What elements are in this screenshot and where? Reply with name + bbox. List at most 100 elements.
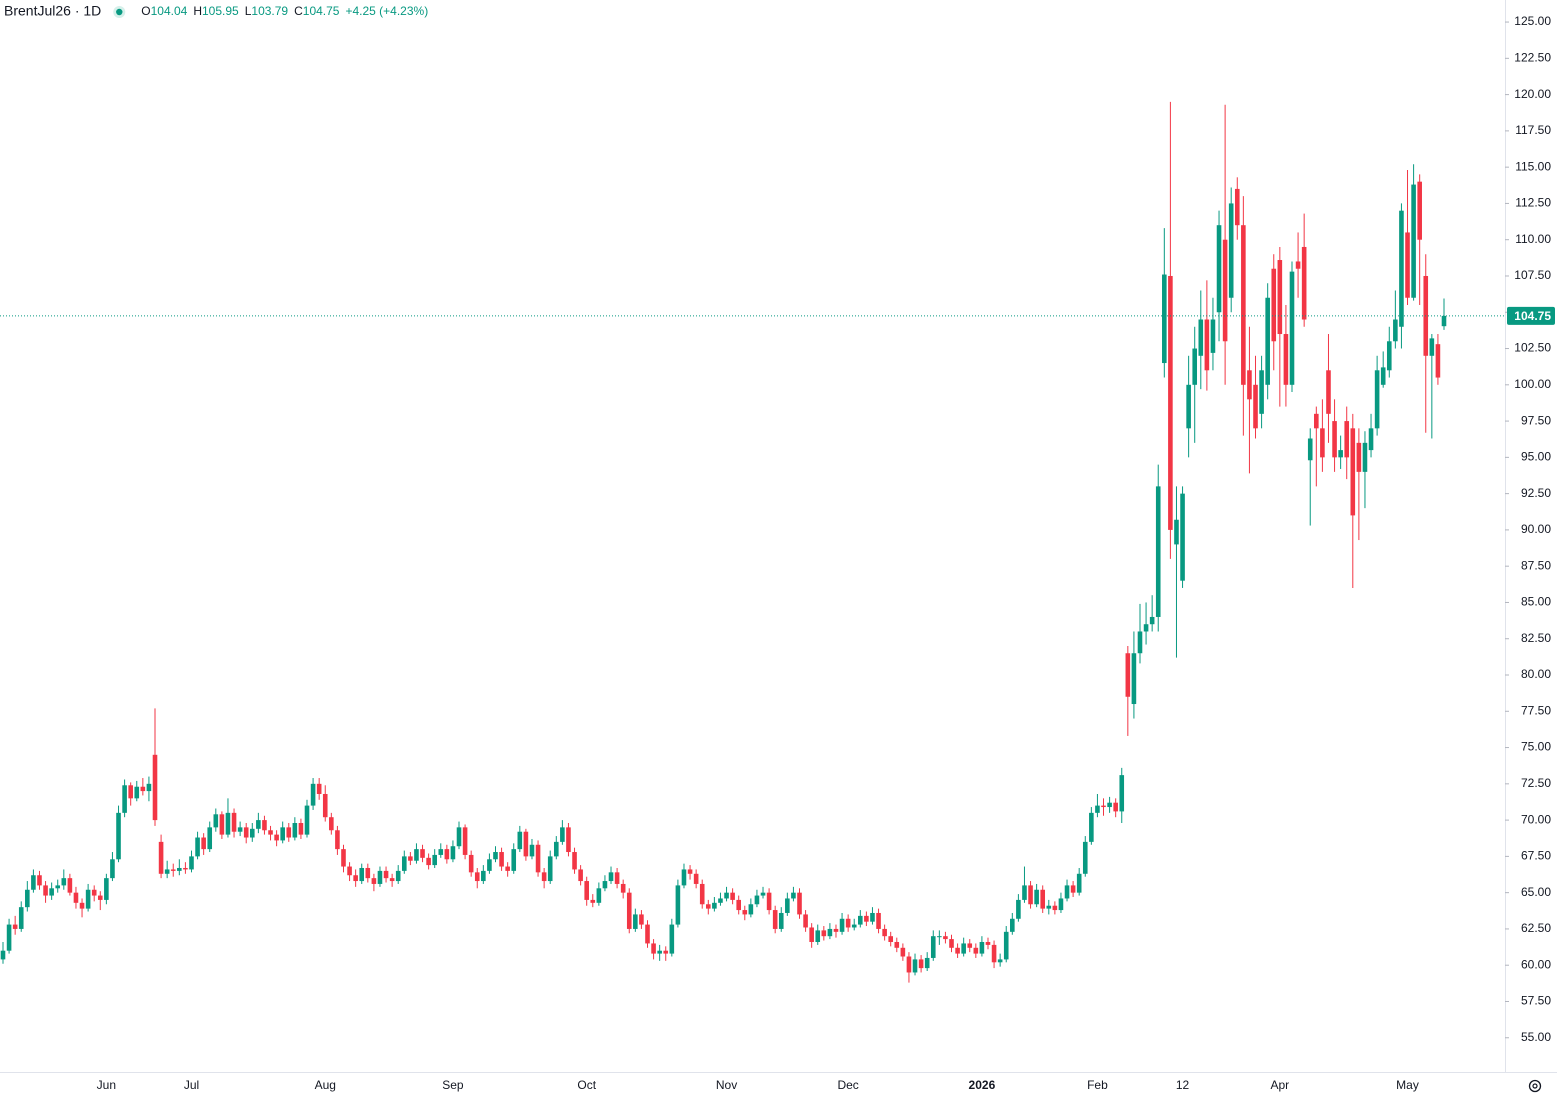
candle-body	[1338, 450, 1343, 458]
settings-ring	[1528, 1079, 1542, 1093]
candle-body	[6, 924, 12, 951]
settings-icon[interactable]	[1528, 1079, 1542, 1093]
candle-body	[602, 881, 608, 889]
candle-body	[49, 888, 54, 896]
candle-body	[116, 812, 121, 860]
symbol-label[interactable]: BrentJul26 · 1D	[4, 3, 101, 19]
candle-body	[146, 783, 152, 792]
candle-body	[772, 910, 778, 929]
candle-body	[1350, 428, 1356, 516]
candle-body	[1101, 805, 1106, 808]
candle-body	[1010, 918, 1015, 932]
candle-body	[1234, 188, 1240, 226]
candle-body	[183, 867, 188, 870]
candle-body	[845, 918, 851, 928]
candle-body	[882, 928, 887, 937]
candle-body	[85, 889, 91, 909]
candle-body	[584, 881, 589, 900]
candle-body	[973, 947, 979, 954]
candle-body	[487, 859, 492, 871]
candle-body	[268, 830, 273, 835]
candle-body	[742, 910, 748, 915]
y-tick-label: 80.00	[1521, 667, 1551, 681]
candle-body	[821, 930, 827, 937]
candle-body	[651, 943, 656, 954]
candle-body	[1271, 268, 1277, 342]
candle-body	[432, 854, 437, 866]
candle-body	[949, 939, 954, 948]
candle-body	[547, 856, 553, 882]
candle-body	[225, 812, 231, 835]
candle-body	[1441, 315, 1447, 327]
candle-body	[61, 878, 67, 886]
last-price-label: 104.75	[1514, 309, 1551, 323]
candle-body	[1320, 428, 1325, 458]
candle-body	[699, 883, 705, 905]
candle-body	[450, 846, 456, 860]
candle-body	[1192, 348, 1198, 385]
candle-body	[347, 866, 352, 876]
y-tick-label: 62.50	[1521, 921, 1551, 935]
candle-body	[553, 841, 559, 857]
candle-body	[930, 936, 936, 958]
y-tick-label: 57.50	[1521, 994, 1551, 1008]
candle-body	[134, 786, 140, 799]
candle-body	[760, 892, 766, 896]
candle-body	[985, 941, 991, 945]
candle-body	[833, 928, 839, 932]
ohlc-value: 105.95	[202, 4, 239, 18]
candle-body	[967, 943, 973, 948]
candle-body	[1228, 203, 1234, 298]
plot-area	[0, 101, 1505, 983]
candle-body	[1107, 802, 1112, 808]
candle-body	[420, 849, 425, 858]
candle-body	[189, 856, 194, 870]
candle-body	[687, 869, 693, 874]
ohlc-value: 104.75	[303, 4, 340, 18]
candle-body	[158, 841, 164, 874]
candle-body	[79, 902, 85, 909]
candle-body	[177, 867, 182, 871]
candle-body	[918, 959, 924, 969]
candle-body	[712, 902, 717, 909]
candle-body	[322, 793, 328, 818]
candle-body	[523, 831, 529, 857]
y-tick-label: 90.00	[1521, 522, 1551, 536]
candle-body	[1119, 775, 1125, 812]
settings-core	[1532, 1083, 1538, 1089]
y-tick-label: 125.00	[1514, 14, 1551, 28]
candle-body	[851, 924, 857, 928]
candle-body	[25, 889, 30, 908]
candle-body	[748, 904, 754, 915]
candle-body	[718, 898, 723, 903]
y-tick-label: 72.50	[1521, 776, 1551, 790]
candle-body	[1332, 421, 1337, 458]
candle-body	[858, 915, 863, 925]
candle-body	[961, 943, 966, 954]
y-tick-label: 97.50	[1521, 413, 1551, 427]
candle-body	[1186, 384, 1191, 429]
candle-body	[566, 827, 571, 853]
y-tick-label: 117.50	[1515, 123, 1551, 137]
candle-body	[1143, 624, 1149, 632]
candle-body	[1241, 225, 1246, 385]
x-tick-label: Jul	[184, 1078, 199, 1092]
candle-body	[256, 820, 261, 829]
candle-body	[213, 814, 219, 828]
x-tick-label: Sep	[442, 1078, 464, 1092]
candle-body	[505, 866, 510, 871]
candle-body	[110, 859, 115, 879]
candle-body	[237, 827, 243, 832]
candle-body	[1405, 232, 1410, 298]
y-tick-label: 100.00	[1514, 377, 1551, 391]
candle-body	[529, 844, 535, 857]
y-tick-label: 77.50	[1521, 703, 1551, 717]
candle-body	[310, 783, 316, 806]
candle-body	[724, 892, 729, 899]
candle-body	[97, 895, 103, 900]
y-tick-label: 85.00	[1521, 595, 1551, 609]
candle-body	[1295, 261, 1301, 269]
candle-body	[943, 936, 948, 940]
y-tick-label: 55.00	[1521, 1030, 1551, 1044]
